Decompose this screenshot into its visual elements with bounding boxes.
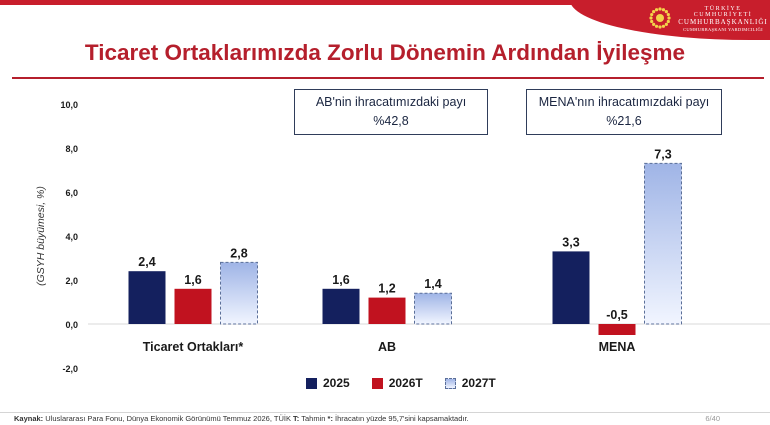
- org-line2: CUMHURBAŞKANLIĞI: [678, 18, 768, 26]
- bar-2026t: [174, 288, 212, 324]
- emblem-star: [652, 22, 656, 26]
- note-text: İhracatın yüzde 95,7'sini kapsamaktadır.: [335, 414, 469, 423]
- source-label: Kaynak:: [14, 414, 44, 423]
- data-label-2025: 3,3: [562, 235, 579, 249]
- source-text: Uluslararası Para Fonu, Dünya Ekonomik G…: [45, 414, 291, 423]
- page-number: 6/40: [705, 414, 720, 423]
- legend-label-2025: 2025: [323, 376, 350, 390]
- y-tick-label: 8,0: [65, 144, 78, 154]
- data-label-2026t: -0,5: [606, 308, 628, 322]
- mena-share-value: %21,6: [606, 114, 642, 128]
- legend-label-2027: 2027T: [461, 376, 496, 390]
- title-underline: [12, 77, 764, 79]
- mena-share-label: MENA'nın ihracatımızdaki payı: [538, 95, 710, 109]
- legend-swatch-2026: [371, 377, 383, 389]
- y-tick-label: 10,0: [60, 100, 78, 110]
- emblem-star: [654, 24, 659, 28]
- y-tick-label: 4,0: [65, 232, 78, 242]
- emblem-star: [664, 22, 668, 26]
- chart-legend: 2025 2026T 2027T: [306, 376, 496, 390]
- note-label: *:: [327, 414, 333, 423]
- legend-swatch-2025: [306, 377, 317, 389]
- data-label-2026t: 1,2: [378, 282, 395, 296]
- emblem-star: [658, 7, 662, 11]
- emblem-star: [661, 24, 666, 28]
- emblem-star: [652, 10, 656, 14]
- bar-2027t: [644, 162, 682, 325]
- org-line1: TÜRKİYE CUMHURİYETİ: [693, 6, 753, 18]
- y-axis-label: (GSYH büyümesi, %): [35, 186, 47, 286]
- y-tick-label: 6,0: [65, 188, 78, 198]
- data-label-2025: 1,6: [332, 273, 349, 287]
- data-label-2027t: 7,3: [654, 147, 671, 161]
- bar-2026t: [598, 324, 636, 335]
- y-tick-label: 2,0: [65, 276, 78, 286]
- emblem-star: [649, 16, 653, 20]
- ab-share-label: AB'nin ihracatımızdaki payı: [315, 95, 467, 109]
- bar-2026t: [368, 297, 406, 324]
- y-tick-label: 0,0: [65, 320, 78, 330]
- legend-item-2026: 2026T: [371, 376, 423, 390]
- t-text: Tahmin: [301, 414, 326, 423]
- source-note: Kaynak: Uluslararası Para Fonu, Dünya Ek…: [14, 414, 469, 423]
- mena-share-callout: MENA'nın ihracatımızdaki payı %21,6: [526, 89, 722, 135]
- category-label: MENA: [599, 340, 636, 354]
- data-label-2027t: 1,4: [424, 277, 441, 291]
- page-title: Ticaret Ortaklarımızda Zorlu Dönemin Ard…: [84, 40, 686, 65]
- ab-share-value: %42,8: [373, 114, 409, 128]
- legend-swatch-2027: [444, 377, 456, 389]
- data-label-2027t: 2,8: [230, 246, 247, 260]
- org-name: TÜRKİYE CUMHURİYETİ CUMHURBAŞKANLIĞI CUM…: [676, 6, 770, 32]
- legend-item-2025: 2025: [306, 376, 350, 390]
- bar-2025: [322, 288, 360, 324]
- header-bar: [0, 0, 770, 5]
- category-label: Ticaret Ortakları*: [143, 340, 244, 354]
- bar-2025: [128, 271, 166, 324]
- org-line3: CUMHURBAŞKANI YARDIMCILIĞI: [683, 27, 763, 32]
- category-label: AB: [378, 340, 396, 354]
- emblem-star: [666, 12, 670, 17]
- legend-item-2027: 2027T: [444, 376, 496, 390]
- emblem-star: [667, 16, 671, 20]
- emblem-star: [650, 12, 654, 17]
- emblem-star: [654, 8, 659, 12]
- emblem-star: [661, 8, 666, 12]
- t-label: T:: [293, 414, 300, 423]
- bar-2027t: [220, 261, 258, 325]
- ab-share-callout: AB'nin ihracatımızdaki payı %42,8: [294, 89, 488, 135]
- y-tick-label: -2,0: [62, 364, 78, 374]
- sun-emblem-icon: [649, 7, 671, 29]
- bar-2027t: [414, 292, 452, 325]
- emblem-star: [666, 19, 670, 24]
- emblem-star: [664, 10, 668, 14]
- footer-divider: [0, 412, 770, 413]
- bar-2025: [552, 251, 590, 324]
- data-label-2025: 2,4: [138, 255, 155, 269]
- emblem-star: [658, 25, 662, 29]
- data-label-2026t: 1,6: [184, 273, 201, 287]
- emblem-star: [650, 19, 654, 24]
- legend-label-2026: 2026T: [388, 376, 423, 390]
